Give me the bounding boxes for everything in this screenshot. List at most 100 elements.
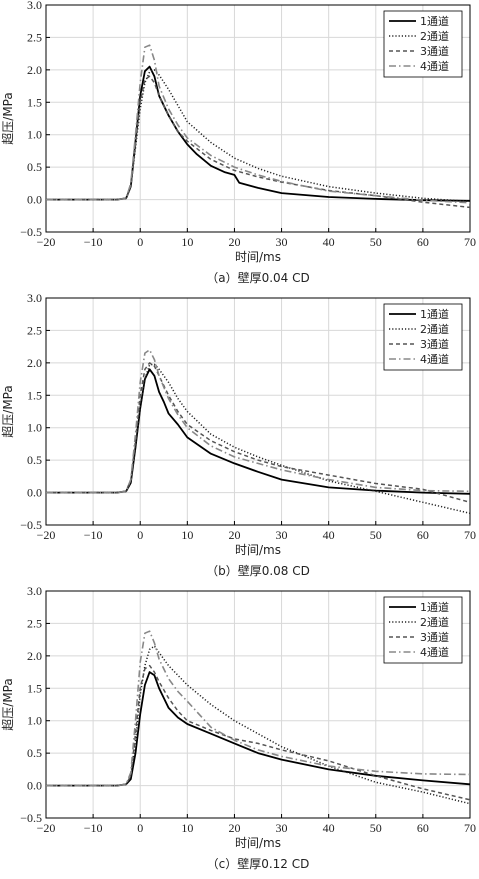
legend-box bbox=[383, 303, 463, 371]
y-tick-label: 3.0 bbox=[27, 586, 42, 598]
x-tick-label: 10 bbox=[181, 528, 193, 542]
plot-frame bbox=[45, 590, 471, 819]
series-group bbox=[46, 44, 470, 209]
series-line-3 bbox=[46, 664, 470, 801]
legend-box bbox=[383, 596, 463, 664]
x-tick-label: 10 bbox=[181, 821, 193, 835]
figure-caption: （b）壁厚0.08 CD bbox=[206, 563, 310, 578]
legend-label-3: 3通道 bbox=[420, 337, 449, 351]
y-tick-label: 0.0 bbox=[27, 486, 42, 500]
x-axis-title: 时间/ms bbox=[235, 250, 281, 264]
y-tick-label: 0.5 bbox=[27, 746, 42, 760]
x-tick-label: 0 bbox=[137, 821, 143, 835]
y-tick-label: 1.0 bbox=[27, 714, 42, 728]
series-line-1 bbox=[46, 368, 470, 495]
x-tick-label: 70 bbox=[464, 821, 476, 835]
x-tick-label: −10 bbox=[84, 235, 103, 249]
y-tick-label: 0.5 bbox=[27, 160, 42, 174]
legend-label-2: 2通道 bbox=[420, 322, 449, 336]
chart-svg: −20 −10 0 10 20 30 40 50 60 70 −0.5 0.0 0.5 1.0 1.5 2.0… bbox=[0, 0, 476, 285]
y-tick-label: −0.5 bbox=[20, 518, 42, 532]
chart-panel-a: −20 −10 0 10 20 30 40 50 60 70 −0.5 0.0 0.5 1.0 1.5 2.0… bbox=[0, 0, 479, 293]
chart-svg: −20 −10 0 10 20 30 40 50 60 70 −0.5 0.0 0.5 1.0 1.5 2.0… bbox=[0, 293, 476, 578]
chart-panel-c: −20 −10 0 10 20 30 40 50 60 70 −0.5 0.0 0.5 1.0 1.5 2.0… bbox=[0, 586, 479, 879]
x-tick-label: −10 bbox=[84, 528, 103, 542]
x-tick-label: 30 bbox=[276, 235, 288, 249]
x-tick-label: 0 bbox=[137, 235, 143, 249]
legend-label-1: 1通道 bbox=[420, 600, 449, 614]
x-tick-label: 10 bbox=[181, 235, 193, 249]
plot-frame bbox=[45, 297, 471, 526]
x-tick-label: 20 bbox=[228, 528, 240, 542]
x-tick-label: −10 bbox=[84, 821, 103, 835]
x-tick-label: 50 bbox=[370, 235, 382, 249]
series-group bbox=[46, 349, 470, 515]
x-tick-label: 20 bbox=[228, 821, 240, 835]
y-tick-label: 2.0 bbox=[27, 649, 42, 663]
y-tick-label: −0.5 bbox=[20, 811, 42, 825]
legend-label-3: 3通道 bbox=[420, 44, 449, 58]
y-tick-label: 2.0 bbox=[27, 63, 42, 77]
legend-label-4: 4通道 bbox=[420, 352, 449, 366]
y-axis-title: 超压/MPa bbox=[0, 92, 15, 144]
y-tick-label: 2.0 bbox=[27, 356, 42, 370]
y-tick-label: 2.5 bbox=[27, 30, 42, 44]
series-line-4 bbox=[46, 349, 470, 494]
series-line-4 bbox=[46, 44, 470, 204]
x-tick-label: 20 bbox=[228, 235, 240, 249]
x-tick-label: 60 bbox=[417, 528, 429, 542]
figure-caption: （c）壁厚0.12 CD bbox=[207, 856, 310, 871]
y-tick-label: 1.5 bbox=[27, 95, 42, 109]
y-tick-label: 0.0 bbox=[27, 193, 42, 207]
x-tick-label: 40 bbox=[323, 235, 335, 249]
x-tick-label: 70 bbox=[464, 528, 476, 542]
x-tick-label: 30 bbox=[276, 821, 288, 835]
x-tick-label: −20 bbox=[37, 528, 56, 542]
legend-label-4: 4通道 bbox=[420, 645, 449, 659]
plot-frame bbox=[45, 4, 471, 233]
y-tick-label: 2.5 bbox=[27, 616, 42, 630]
x-tick-label: 50 bbox=[370, 528, 382, 542]
y-tick-label: −0.5 bbox=[20, 225, 42, 239]
y-tick-label: 1.5 bbox=[27, 388, 42, 402]
x-axis-title: 时间/ms bbox=[235, 543, 281, 557]
chart-panel-b: −20 −10 0 10 20 30 40 50 60 70 −0.5 0.0 0.5 1.0 1.5 2.0… bbox=[0, 293, 479, 586]
legend-label-1: 1通道 bbox=[420, 14, 449, 28]
x-tick-label: 70 bbox=[464, 235, 476, 249]
y-tick-label: 1.0 bbox=[27, 128, 42, 142]
x-axis-title: 时间/ms bbox=[235, 836, 281, 850]
series-group bbox=[46, 630, 470, 805]
legend-label-2: 2通道 bbox=[420, 29, 449, 43]
y-tick-label: 2.5 bbox=[27, 323, 42, 337]
chart-svg: −20 −10 0 10 20 30 40 50 60 70 −0.5 0.0 0.5 1.0 1.5 2.0… bbox=[0, 586, 476, 871]
y-tick-label: 1.5 bbox=[27, 681, 42, 695]
x-tick-label: 60 bbox=[417, 235, 429, 249]
series-line-2 bbox=[46, 69, 470, 203]
x-tick-label: −20 bbox=[37, 821, 56, 835]
x-tick-label: 50 bbox=[370, 821, 382, 835]
y-axis-title: 超压/MPa bbox=[0, 678, 15, 730]
y-tick-label: 0.0 bbox=[27, 779, 42, 793]
x-tick-label: 40 bbox=[323, 821, 335, 835]
legend-label-4: 4通道 bbox=[420, 59, 449, 73]
series-line-1 bbox=[46, 671, 470, 787]
legend-label-2: 2通道 bbox=[420, 615, 449, 629]
series-line-2 bbox=[46, 363, 470, 515]
x-tick-label: 30 bbox=[276, 528, 288, 542]
legend-label-1: 1通道 bbox=[420, 307, 449, 321]
series-line-3 bbox=[46, 362, 470, 504]
figure-caption: （a）壁厚0.04 CD bbox=[206, 270, 310, 285]
x-tick-label: 60 bbox=[417, 821, 429, 835]
y-tick-label: 1.0 bbox=[27, 421, 42, 435]
x-tick-label: 40 bbox=[323, 528, 335, 542]
y-tick-label: 0.5 bbox=[27, 453, 42, 467]
legend-box bbox=[383, 10, 463, 78]
series-line-2 bbox=[46, 645, 470, 805]
x-tick-label: −20 bbox=[37, 235, 56, 249]
y-axis-title: 超压/MPa bbox=[0, 385, 15, 437]
series-line-1 bbox=[46, 65, 470, 202]
x-tick-label: 0 bbox=[137, 528, 143, 542]
